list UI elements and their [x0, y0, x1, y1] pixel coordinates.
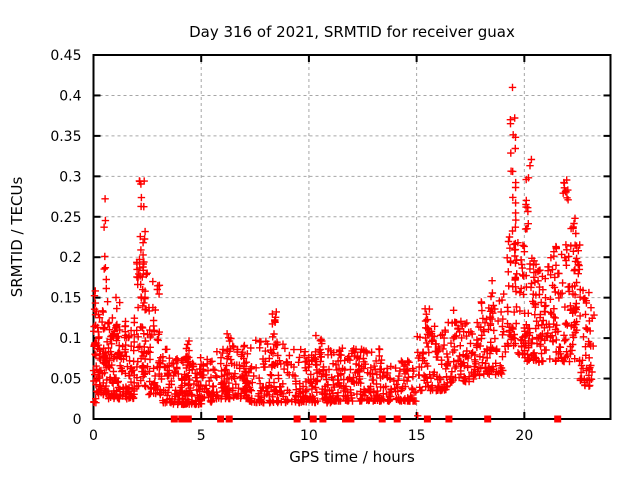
- y-tick-label: 0.35: [50, 129, 81, 145]
- y-tick-label: 0.4: [59, 88, 81, 104]
- zero-square-marker: [423, 415, 431, 423]
- y-tick-label: 0.2: [59, 250, 81, 266]
- zero-gap-markers: [170, 415, 562, 423]
- zero-square-marker: [393, 415, 401, 423]
- zero-square-marker: [184, 415, 192, 423]
- x-tick-label: 15: [408, 428, 426, 444]
- data-plus-markers: [89, 83, 598, 420]
- y-tick-label: 0.1: [59, 331, 81, 347]
- y-tick-label: 0.05: [50, 372, 81, 388]
- x-axis-label: GPS time / hours: [289, 448, 415, 466]
- tick-labels: 0 5 10 15 20 0 0.05 0.1 0.15 0.2 0.25 0.3 0.35 0.4 0.4…: [50, 48, 533, 444]
- x-tick-label: 10: [300, 428, 318, 444]
- zero-square-marker: [170, 415, 178, 423]
- y-tick-label: 0.25: [50, 210, 81, 226]
- zero-square-marker: [178, 415, 186, 423]
- zero-square-marker: [319, 415, 327, 423]
- tick-marks: [92, 54, 611, 420]
- zero-square-marker: [484, 415, 492, 423]
- scatter-points: [89, 83, 598, 420]
- x-tick-label: 20: [515, 428, 533, 444]
- zero-square-marker: [342, 415, 349, 423]
- y-tick-label: 0.45: [50, 48, 81, 64]
- chart-title: Day 316 of 2021, SRMTID for receiver gua…: [189, 23, 515, 41]
- x-tick-label: 5: [197, 428, 206, 444]
- y-tick-label: 0.15: [50, 291, 81, 307]
- x-tick-label: 0: [89, 428, 98, 444]
- zero-square-marker: [309, 415, 317, 423]
- y-tick-label: 0.3: [59, 169, 81, 185]
- zero-square-marker: [378, 415, 386, 423]
- zero-square-marker: [293, 415, 301, 423]
- y-axis-label: SRMTID / TECUs: [8, 177, 26, 298]
- zero-square-marker: [445, 415, 453, 423]
- y-tick-label: 0: [73, 412, 82, 428]
- zero-square-marker: [217, 415, 225, 423]
- zero-square-marker: [225, 415, 233, 423]
- zero-square-marker: [347, 415, 355, 423]
- zero-square-marker: [554, 415, 562, 423]
